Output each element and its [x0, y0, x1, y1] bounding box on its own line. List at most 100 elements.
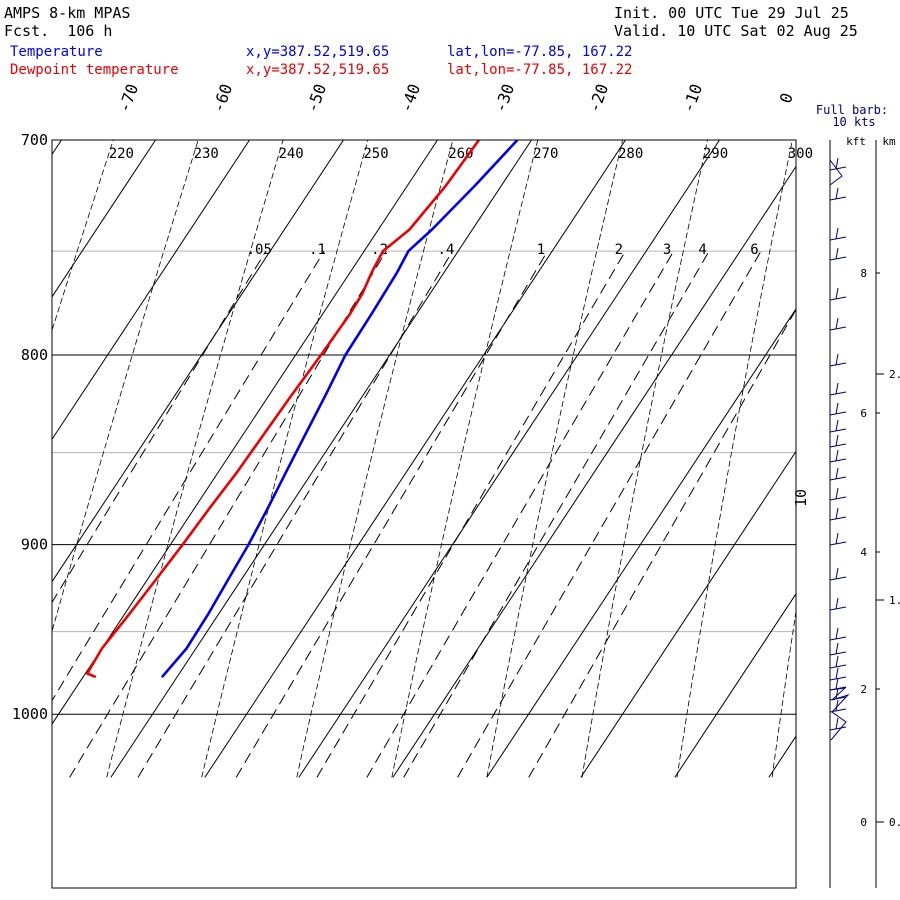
wind-barb-icon	[835, 353, 839, 366]
wind-barb-icon	[829, 496, 847, 501]
pressure-tick-label: 900	[21, 536, 48, 554]
dry-adiabat-group	[52, 140, 796, 778]
pressure-tick-label: 800	[21, 346, 48, 364]
dry-adiabat-line	[771, 608, 796, 778]
isotherm-line	[486, 308, 796, 778]
wind-barb-icon	[829, 326, 847, 331]
temperature-latlon: lat,lon=-77.85, 167.22	[447, 44, 633, 60]
wind-barb-icon	[829, 196, 847, 201]
wind-barb-icon	[829, 443, 847, 448]
wind-barb-icon	[835, 227, 839, 240]
dewpoint-latlon: lat,lon=-77.85, 167.22	[447, 62, 633, 78]
wind-barb-icon	[829, 362, 847, 367]
dewpoint-point	[348, 313, 351, 316]
wind-barb-icon	[829, 636, 847, 641]
dry-adiabat-label: 280	[618, 146, 643, 162]
wind-barb-icon	[835, 567, 839, 580]
dewpoint-point	[382, 250, 384, 253]
km-axis-label: km	[882, 135, 896, 148]
km-tick-label: 1.	[889, 594, 900, 607]
temperature-point	[304, 432, 307, 435]
mixing-ratio-line	[403, 250, 710, 778]
isotherm-group	[52, 140, 796, 778]
wind-barb-icon	[829, 541, 847, 546]
dry-adiabat-line	[486, 140, 624, 778]
kft-axis-label: kft	[846, 135, 866, 148]
mixing-ratio-label: 2	[615, 242, 623, 258]
mixing-ratio-line	[69, 250, 387, 778]
temperature-point	[266, 507, 269, 510]
wind-barb-icon	[835, 247, 839, 260]
wind-barb-icon	[835, 419, 839, 432]
dewpoint-xy: x,y=387.52,519.65	[246, 62, 390, 78]
temperature-point	[227, 579, 229, 581]
dewpoint-point	[86, 672, 89, 675]
temperature-point	[370, 313, 373, 316]
wind-barb-icon	[829, 159, 843, 186]
dry-adiabat-label: 230	[194, 146, 219, 162]
wind-barb-icon	[835, 287, 839, 300]
pressure-tick-label: 1000	[12, 705, 48, 723]
isotherm-line	[52, 140, 250, 441]
dewpoint-point	[370, 271, 373, 274]
dewpoint-point	[408, 228, 411, 231]
init-time: Init. 00 UTC Tue 29 Jul 25	[614, 4, 849, 22]
dewpoint-point	[236, 470, 239, 473]
temperature-profile-line	[161, 140, 519, 678]
temperature-point	[396, 271, 398, 274]
temperature-point	[344, 354, 347, 356]
mixing-ratio-label: .2	[371, 242, 388, 258]
mixing-ratio-line	[366, 250, 675, 778]
mixing-ratio-line	[316, 250, 626, 778]
wind-barb-icon	[829, 687, 850, 741]
wind-panel-group: Full barb:10 kts kft km 0 2 4 6 8 0. 1. 2.	[816, 103, 900, 888]
dewpoint-profile-line	[86, 140, 480, 679]
wind-barb-icon	[835, 677, 839, 690]
dewpoint-point	[208, 507, 211, 510]
wind-barb-icon	[835, 532, 839, 545]
dewpoint-legend-label: Dewpoint temperature	[10, 62, 179, 78]
mixing-ratio-label: 1	[537, 242, 545, 258]
wind-barb-icon	[829, 166, 847, 171]
dewpoint-point	[154, 579, 157, 581]
isotherm-line	[52, 140, 438, 726]
dry-adiabat-line	[52, 140, 199, 633]
temperature-point	[285, 470, 288, 473]
wind-barb-icon	[829, 726, 847, 731]
isotherm-label: -70	[114, 81, 142, 115]
isotherm-label: -20	[584, 81, 612, 115]
wind-barb-icon	[835, 699, 839, 712]
valid-time: Valid. 10 UTC Sat 02 Aug 25	[614, 22, 858, 40]
dry-adiabat-line	[391, 140, 539, 778]
isotherm-line	[768, 735, 796, 778]
isotherm-label: -60	[208, 81, 236, 115]
mixing-ratio-label-inner: 10	[792, 489, 810, 507]
isotherm-line	[580, 450, 796, 778]
mixing-ratio-label: 6	[750, 242, 758, 258]
wind-barb-icon	[829, 458, 847, 463]
wind-barb-icon	[835, 667, 839, 680]
wind-barb-icon	[835, 717, 839, 730]
isotherm-line	[52, 140, 156, 298]
kft-tick-label: 2	[860, 683, 867, 696]
wind-barb-icon	[829, 606, 847, 611]
wind-barb-icon	[835, 597, 839, 610]
temperature-point	[247, 543, 250, 546]
dewpoint-point	[263, 432, 266, 435]
mixing-ratio-group	[52, 250, 796, 778]
temperature-point	[161, 675, 164, 678]
plot-frame	[51, 139, 797, 889]
wind-panel-title: Full barb:	[816, 103, 888, 117]
isotherm-line	[392, 165, 796, 778]
wind-barb-icon	[835, 507, 839, 520]
isotherm-label: -10	[678, 81, 706, 115]
kft-tick-label: 0	[860, 816, 867, 829]
dry-adiabat-label: 220	[109, 146, 134, 162]
dewpoint-point	[291, 393, 293, 396]
kft-tick-label: 4	[860, 546, 867, 559]
dewpoint-point	[94, 675, 97, 678]
dewpoint-point	[181, 543, 184, 546]
forecast-hour: Fcst. 106 h	[4, 22, 113, 40]
dry-adiabat-line	[201, 140, 369, 778]
